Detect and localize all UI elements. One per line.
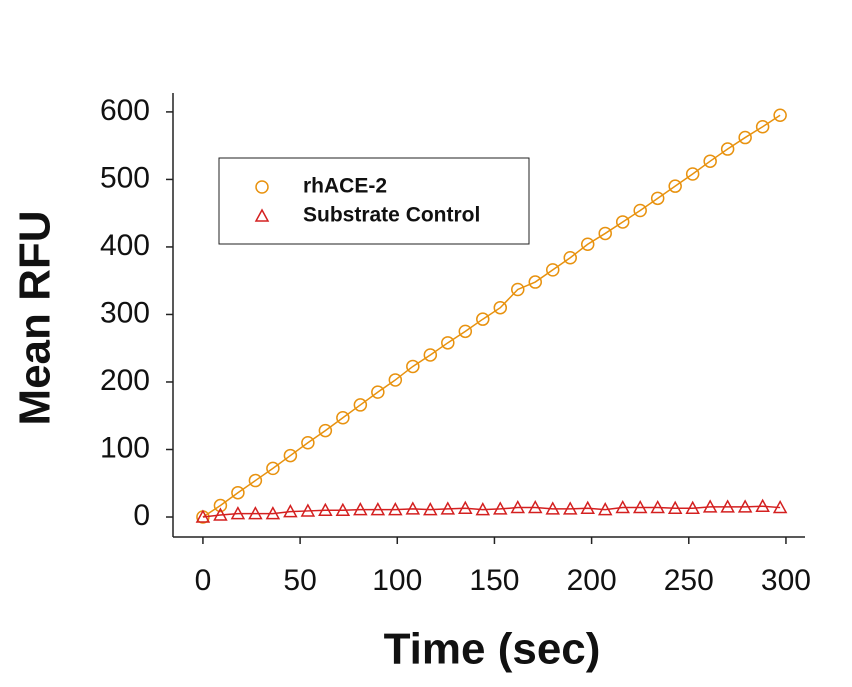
data-point (195, 509, 211, 523)
data-point (371, 385, 385, 399)
data-point (493, 300, 508, 315)
y-tick-label: 200 (100, 364, 150, 397)
data-point (353, 398, 368, 412)
data-point (266, 461, 280, 476)
legend-label: Substrate Control (303, 204, 480, 227)
data-point (441, 336, 455, 350)
y-tick-label: 400 (100, 229, 150, 262)
y-tick-label: 300 (100, 296, 150, 329)
data-point (493, 501, 508, 515)
data-point (440, 501, 456, 515)
data-point (702, 499, 718, 513)
data-point (213, 498, 228, 513)
x-tick-label: 250 (664, 564, 714, 597)
y-axis-title: Mean RFU (11, 210, 60, 425)
data-point (720, 499, 735, 513)
data-point (300, 503, 316, 517)
data-point (755, 498, 770, 512)
y-tick-label: 600 (100, 94, 150, 127)
data-point (685, 167, 700, 181)
data-point (318, 502, 333, 517)
y-tick-label: 100 (100, 431, 150, 464)
data-point (528, 275, 543, 289)
series-line (202, 505, 781, 518)
data-point (772, 499, 788, 514)
data-point (248, 506, 263, 520)
data-point (615, 215, 630, 229)
data-point (423, 348, 438, 362)
data-point (580, 237, 595, 251)
data-point (370, 502, 386, 516)
data-point (475, 502, 491, 516)
data-point (458, 500, 473, 514)
data-point (405, 501, 421, 515)
data-point (511, 282, 525, 297)
data-point (685, 500, 700, 514)
data-point (773, 108, 787, 123)
data-point (598, 226, 612, 241)
x-tick-label: 150 (469, 564, 519, 597)
data-point (254, 208, 270, 222)
data-point (650, 191, 665, 206)
data-point (388, 502, 403, 516)
data-point (632, 499, 648, 514)
data-point (667, 500, 683, 514)
data-point (423, 502, 438, 516)
data-point (458, 324, 473, 339)
data-point (388, 373, 403, 387)
data-point (597, 502, 613, 516)
data-point (510, 499, 526, 514)
series-line (202, 114, 781, 518)
data-point (318, 423, 333, 438)
data-point (265, 506, 281, 520)
data-point (231, 485, 245, 500)
data-point (633, 203, 647, 218)
data-point (650, 499, 665, 514)
data-point (545, 501, 561, 515)
data-point (755, 120, 770, 134)
x-tick-label: 50 (283, 564, 316, 597)
data-point (283, 448, 298, 463)
data-point (527, 499, 543, 514)
x-axis-title: Time (sec) (384, 625, 601, 674)
data-point (545, 263, 560, 277)
data-point (301, 435, 315, 450)
data-point (738, 130, 752, 145)
data-point (213, 507, 228, 521)
y-tick-label: 500 (100, 161, 150, 194)
legend-label: rhACE-2 (303, 175, 387, 198)
data-point (336, 411, 350, 425)
data-point (580, 500, 595, 514)
legend-box (218, 157, 530, 245)
data-point (737, 499, 753, 513)
x-tick-label: 100 (372, 564, 422, 597)
x-tick-label: 300 (761, 564, 811, 597)
data-point (406, 359, 420, 374)
x-tick-label: 0 (195, 564, 212, 597)
data-point (476, 312, 490, 326)
x-tick-label: 200 (567, 564, 617, 597)
data-point (563, 250, 577, 265)
y-tick-label: 0 (133, 499, 150, 532)
data-point (615, 499, 630, 514)
data-point (255, 180, 269, 194)
data-point (283, 504, 298, 518)
data-point (668, 179, 682, 193)
data-point (703, 154, 717, 168)
data-point (248, 473, 263, 488)
data-point (230, 506, 246, 520)
data-point (720, 142, 735, 156)
data-point (353, 502, 368, 516)
data-point (335, 502, 351, 517)
data-point (562, 501, 578, 515)
